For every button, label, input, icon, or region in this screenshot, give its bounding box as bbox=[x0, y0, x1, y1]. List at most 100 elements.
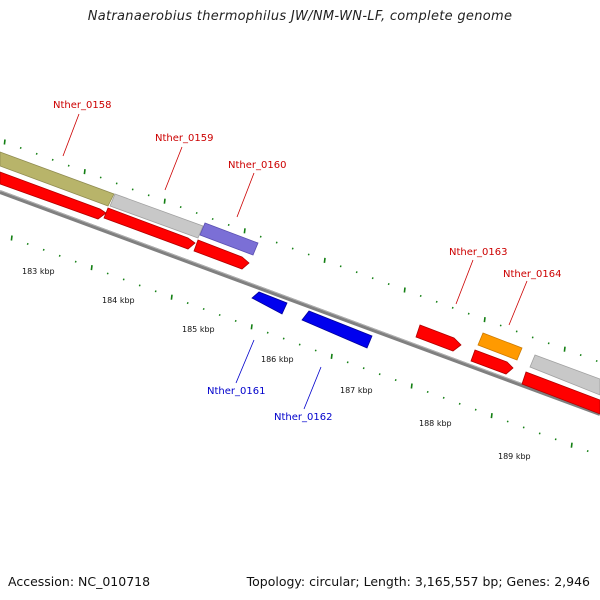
upper-minor-tick bbox=[147, 194, 150, 197]
accession-text: Accession: NC_010718 bbox=[8, 574, 151, 589]
feature-bar-olive[interactable] bbox=[0, 151, 115, 207]
lower-minor-tick bbox=[154, 290, 157, 293]
gene-labels: Nther_0158 Nther_0159 Nther_0160 Nther_0… bbox=[53, 100, 561, 423]
upper-major-tick bbox=[483, 317, 486, 323]
lower-minor-tick bbox=[74, 260, 77, 263]
leader-nther-0158 bbox=[62, 113, 80, 157]
feature-bar-gray-2[interactable] bbox=[529, 354, 600, 396]
cds-nther-0163[interactable] bbox=[415, 324, 462, 352]
lower-minor-tick bbox=[506, 420, 509, 423]
lower-minor-tick bbox=[234, 319, 237, 322]
upper-minor-tick bbox=[595, 359, 598, 363]
lower-minor-tick bbox=[458, 402, 461, 405]
lower-major-tick bbox=[410, 383, 413, 389]
upper-minor-tick bbox=[179, 206, 182, 209]
upper-minor-tick bbox=[499, 324, 502, 327]
lower-minor-tick bbox=[362, 367, 365, 370]
scale-label-184kbp: 184 kbp bbox=[102, 296, 135, 305]
upper-major-tick bbox=[83, 169, 86, 175]
upper-minor-tick bbox=[67, 164, 70, 167]
upper-minor-tick bbox=[339, 265, 342, 268]
lower-major-tick bbox=[170, 294, 173, 300]
lower-minor-tick bbox=[42, 248, 45, 251]
leader-nther-0164 bbox=[508, 280, 528, 326]
upper-major-tick bbox=[243, 228, 246, 234]
lower-minor-tick bbox=[426, 390, 429, 393]
lower-major-tick bbox=[90, 265, 93, 271]
genome-stats-text: Topology: circular; Length: 3,165,557 bp… bbox=[246, 574, 590, 589]
lower-major-tick bbox=[10, 235, 13, 241]
upper-minor-tick bbox=[35, 152, 38, 155]
cds-nther-0161[interactable] bbox=[251, 291, 288, 315]
upper-tick-track bbox=[3, 139, 598, 363]
lower-minor-tick bbox=[442, 396, 445, 399]
upper-minor-tick bbox=[371, 277, 374, 280]
cds-nther-0162[interactable] bbox=[301, 310, 373, 349]
upper-major-tick bbox=[3, 139, 6, 145]
cds-nther-0160[interactable] bbox=[193, 239, 250, 270]
upper-minor-tick bbox=[259, 235, 262, 238]
lower-minor-tick bbox=[538, 432, 541, 435]
scale-label-185kbp: 185 kbp bbox=[182, 325, 215, 334]
gene-label-nther-0158[interactable]: Nther_0158 bbox=[53, 100, 111, 111]
gene-label-nther-0164[interactable]: Nther_0164 bbox=[503, 269, 561, 280]
gene-label-nther-0163[interactable]: Nther_0163 bbox=[449, 247, 507, 258]
upper-minor-tick bbox=[211, 217, 214, 221]
upper-minor-tick bbox=[419, 294, 422, 297]
scale-label-183kbp: 183 kbp bbox=[22, 267, 55, 276]
upper-minor-tick bbox=[435, 300, 438, 303]
lower-minor-tick bbox=[202, 307, 205, 311]
upper-major-tick bbox=[403, 287, 406, 293]
lower-minor-tick bbox=[522, 426, 525, 429]
gene-label-nther-0161[interactable]: Nther_0161 bbox=[207, 386, 265, 397]
upper-minor-tick bbox=[307, 253, 310, 256]
scale-label-189kbp: 189 kbp bbox=[498, 452, 531, 461]
gene-label-nther-0162[interactable]: Nther_0162 bbox=[274, 412, 332, 423]
upper-minor-tick bbox=[275, 241, 278, 244]
genome-backbone bbox=[0, 190, 600, 416]
lower-minor-tick bbox=[474, 408, 477, 411]
lower-major-tick bbox=[250, 324, 253, 330]
lower-minor-tick bbox=[314, 349, 317, 352]
lower-minor-tick bbox=[218, 313, 221, 317]
feature-bar-orange[interactable] bbox=[477, 332, 523, 361]
upper-minor-tick bbox=[387, 283, 390, 286]
upper-minor-tick bbox=[51, 158, 54, 161]
lower-minor-tick bbox=[138, 284, 141, 287]
reverse-cds-track bbox=[251, 291, 373, 349]
upper-minor-tick bbox=[19, 146, 22, 149]
scale-labels: 183 kbp 184 kbp 185 kbp 186 kbp 187 kbp … bbox=[22, 267, 531, 461]
feature-bar-gray-1[interactable] bbox=[109, 193, 204, 239]
upper-minor-tick bbox=[99, 176, 102, 179]
feature-bar-purple[interactable] bbox=[199, 222, 259, 256]
leader-nther-0159 bbox=[164, 146, 183, 191]
upper-minor-tick bbox=[115, 182, 118, 185]
lower-minor-tick bbox=[26, 242, 29, 245]
upper-minor-tick bbox=[227, 223, 230, 226]
upper-minor-tick bbox=[531, 336, 534, 339]
upper-minor-tick bbox=[579, 354, 582, 357]
gene-label-nther-0159[interactable]: Nther_0159 bbox=[155, 133, 213, 144]
lower-major-tick bbox=[570, 442, 573, 448]
lower-minor-tick bbox=[394, 379, 397, 382]
upper-minor-tick bbox=[515, 330, 518, 333]
cds-nther-0164[interactable] bbox=[470, 349, 514, 375]
lower-minor-tick bbox=[186, 302, 189, 305]
upper-major-tick bbox=[323, 257, 326, 263]
upper-minor-tick bbox=[291, 247, 294, 250]
upper-major-tick bbox=[563, 346, 566, 352]
leader-nther-0160 bbox=[236, 172, 255, 218]
upper-minor-tick bbox=[467, 312, 470, 315]
cds-next[interactable] bbox=[521, 371, 600, 415]
upper-minor-tick bbox=[547, 342, 550, 345]
gene-label-nther-0160[interactable]: Nther_0160 bbox=[228, 160, 286, 171]
cds-nther-0159[interactable] bbox=[103, 207, 196, 250]
lower-minor-tick bbox=[266, 331, 269, 334]
lower-minor-tick bbox=[106, 272, 109, 275]
upper-minor-tick bbox=[355, 271, 358, 274]
lower-minor-tick bbox=[346, 361, 349, 364]
scale-label-187kbp: 187 kbp bbox=[340, 386, 373, 395]
cds-nther-0158[interactable] bbox=[0, 171, 107, 220]
lower-minor-tick bbox=[378, 373, 381, 376]
